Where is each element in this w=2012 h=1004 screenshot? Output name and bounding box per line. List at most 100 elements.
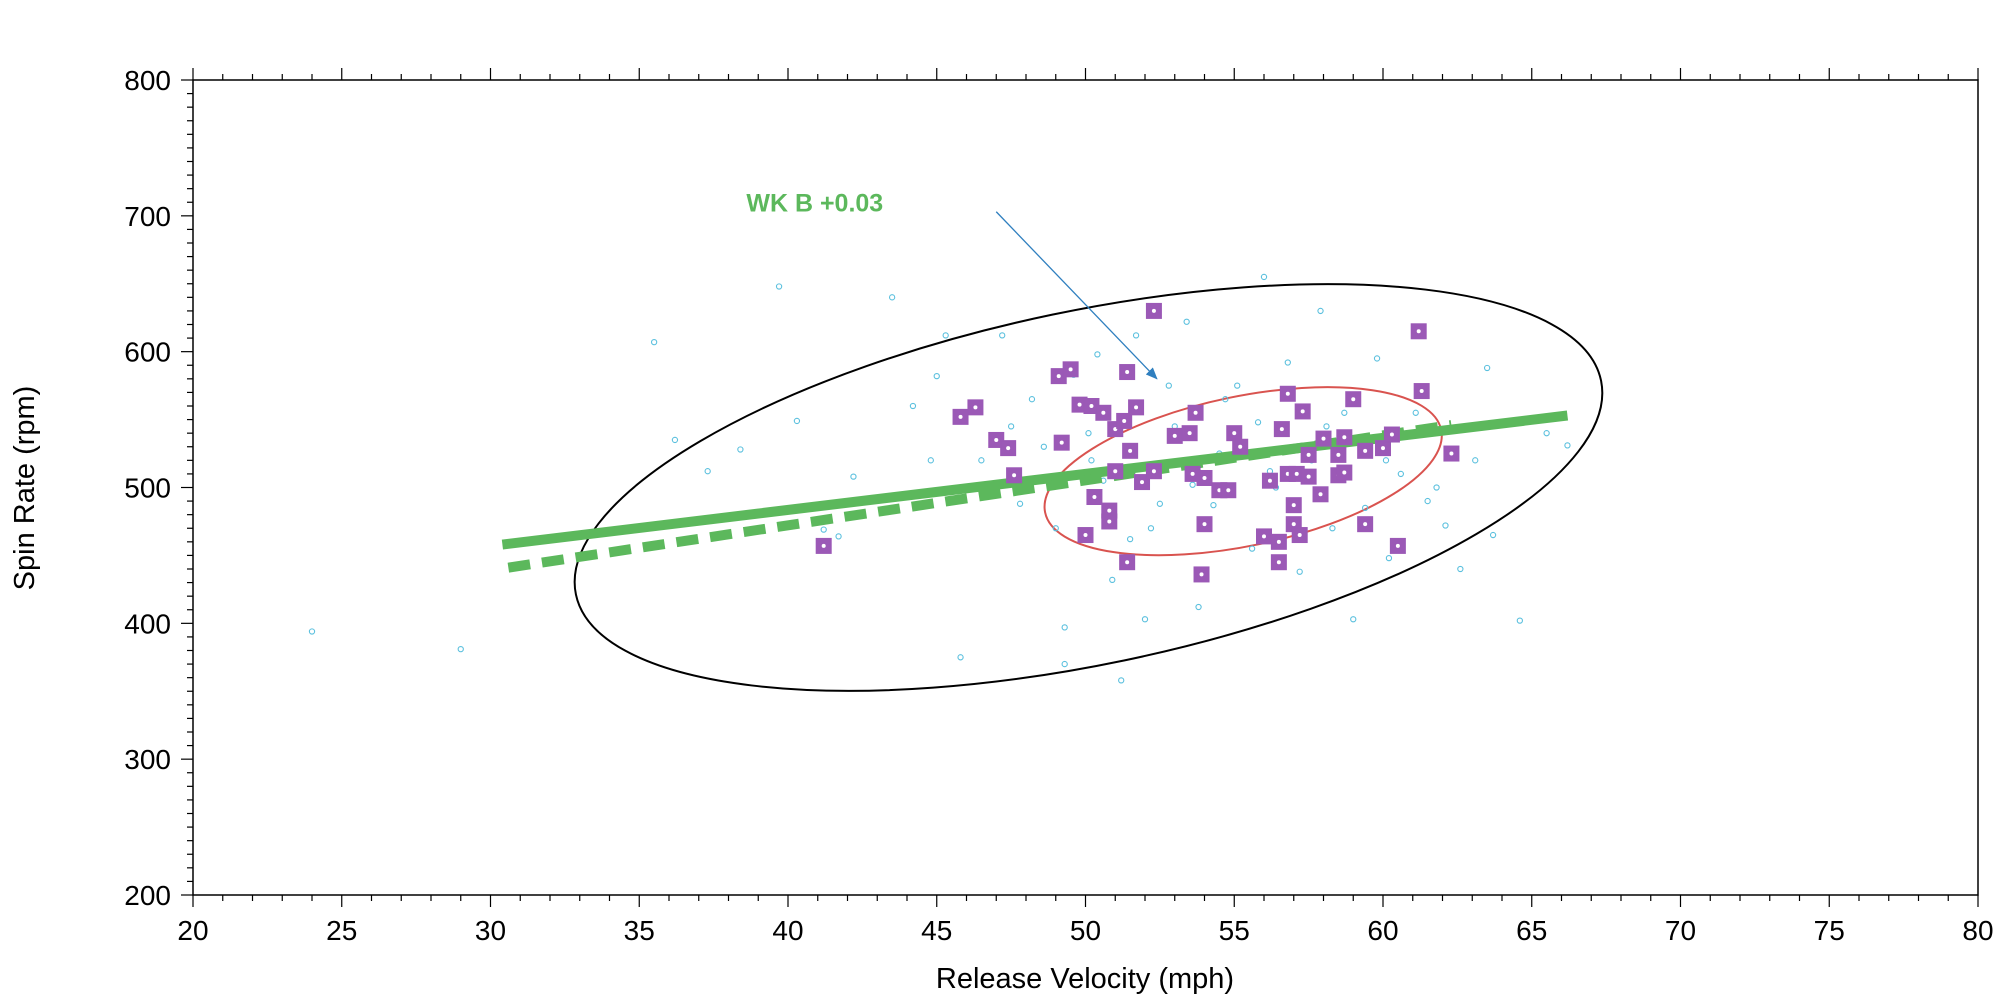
highlight-square-center <box>1285 391 1290 396</box>
highlight-square-center <box>1306 474 1311 479</box>
data-point <box>1516 617 1523 624</box>
x-tick-label: 50 <box>1070 915 1101 946</box>
plot-area <box>192 79 1979 896</box>
highlight-square-center <box>1276 539 1281 544</box>
outer-ellipse <box>573 283 1604 692</box>
axis-labels: 20 25 30 35 40 45 50 55 60 65 70 75 80 200 300 400 500 60… <box>124 65 1993 946</box>
data-point <box>1052 525 1059 532</box>
highlight-square-center <box>1083 533 1088 538</box>
highlight-square-center <box>1336 452 1341 457</box>
data-point <box>1350 616 1357 623</box>
highlight-square-center <box>1059 440 1064 445</box>
data-point <box>1489 531 1497 539</box>
data-point <box>775 283 783 290</box>
data-point <box>1397 470 1404 478</box>
data-point <box>1040 443 1047 450</box>
data-point <box>1189 481 1196 488</box>
data-point <box>1254 419 1262 426</box>
data-point <box>793 417 801 425</box>
highlight-square-center <box>1068 367 1073 372</box>
highlight-square-center <box>1291 522 1296 527</box>
highlight-square-center <box>1297 533 1302 538</box>
data-point <box>1028 396 1036 403</box>
data-point <box>1109 576 1116 584</box>
data-point <box>1016 500 1024 507</box>
data-point <box>1543 430 1550 437</box>
y-tick-label: 300 <box>124 744 171 775</box>
highlight-square-center <box>1006 446 1011 451</box>
highlight-square-center <box>1101 410 1106 415</box>
data-point <box>1373 355 1381 362</box>
x-tick-label: 25 <box>326 915 357 946</box>
y-tick-label: 600 <box>124 337 171 368</box>
data-point <box>957 654 964 661</box>
x-tick-label: 55 <box>1219 915 1250 946</box>
y-axis-title: Spin Rate (rpm) <box>9 386 41 591</box>
highlight-square-center <box>1318 492 1323 497</box>
x-tick-label: 40 <box>772 915 803 946</box>
highlight-square-center <box>1122 418 1127 423</box>
annotations: WK B +0.03 <box>746 189 1158 380</box>
data-point <box>650 339 658 346</box>
highlight-square-center <box>1294 471 1299 476</box>
data-point <box>1061 660 1068 668</box>
highlight-square-center <box>1300 409 1305 414</box>
highlight-square-center <box>1107 508 1112 513</box>
axis-ticks <box>181 68 1979 907</box>
highlight-square-center <box>1107 519 1112 524</box>
y-tick-label: 800 <box>124 65 171 96</box>
data-point <box>1382 457 1390 464</box>
data-point <box>1165 382 1172 389</box>
y-tick-label: 400 <box>124 608 171 639</box>
highlight-square-center <box>1202 475 1207 480</box>
highlight-square-center <box>1056 374 1061 379</box>
highlight-square-center <box>1125 560 1130 565</box>
highlight-square-center <box>1134 405 1139 410</box>
highlight-square-center <box>1089 404 1094 408</box>
data-point <box>1433 484 1440 491</box>
data-point <box>1472 457 1479 464</box>
highlight-square-center <box>1092 495 1097 500</box>
highlight-square-center <box>1012 473 1017 478</box>
highlight-square-center <box>1226 488 1231 493</box>
annotation-label: WK B +0.03 <box>746 189 883 217</box>
highlight-square-center <box>1232 431 1237 436</box>
data-point <box>1222 396 1229 403</box>
data-point <box>1183 318 1190 325</box>
highlight-square-center <box>1363 448 1368 453</box>
x-tick-label: 20 <box>177 915 208 946</box>
data-point <box>1156 500 1164 507</box>
data-point <box>1341 409 1348 416</box>
data-point <box>850 473 857 480</box>
annotation-arrow <box>995 211 1158 380</box>
highlight-square-center <box>1151 469 1156 474</box>
data-point <box>1362 504 1369 512</box>
data-point <box>1296 568 1303 575</box>
x-tick-label: 30 <box>475 915 506 946</box>
highlight-square-center <box>1113 469 1118 474</box>
highlight-square-center <box>1172 433 1177 438</box>
data-point <box>1564 442 1571 449</box>
highlight-square-center <box>1267 478 1272 483</box>
data-point <box>1323 423 1330 430</box>
highlight-square-center <box>1381 446 1385 451</box>
data-point <box>999 332 1006 339</box>
data-point <box>1118 677 1125 684</box>
highlight-square-center <box>1342 470 1347 475</box>
data-point <box>1442 522 1449 529</box>
highlight-square-center <box>973 405 978 410</box>
data-point <box>1088 457 1095 464</box>
highlight-square-center <box>1363 522 1368 527</box>
data-point <box>704 468 711 475</box>
highlight-square-center <box>1449 451 1454 456</box>
highlight-square-center <box>1389 432 1394 437</box>
data-point <box>1234 382 1241 389</box>
highlight-square-center <box>1190 471 1195 476</box>
data-point <box>1457 565 1464 573</box>
data-point <box>1412 409 1419 416</box>
data-point <box>835 533 842 540</box>
highlight-square-center <box>1125 370 1130 375</box>
data-point <box>1260 273 1268 281</box>
data-point <box>671 436 679 444</box>
x-tick-label: 65 <box>1516 915 1547 946</box>
